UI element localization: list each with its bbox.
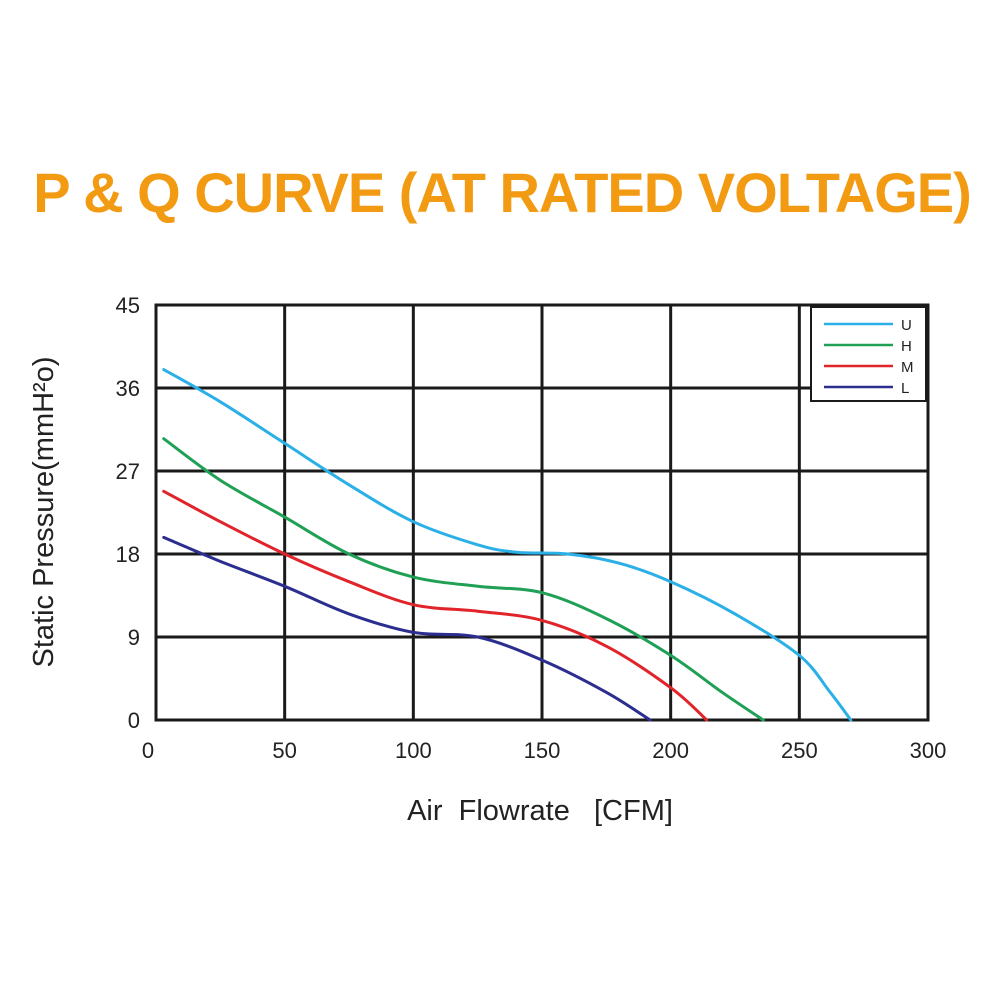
- y-tick-label: 0: [128, 708, 140, 733]
- x-axis-label: Air Flowrate [CFM]: [407, 795, 673, 827]
- y-tick-labels: 0 9 18 27 36 45: [116, 293, 140, 733]
- x-tick-label: 250: [781, 738, 818, 763]
- legend-label-h: H: [901, 338, 912, 355]
- x-tick-label: 0: [142, 738, 154, 763]
- y-tick-label: 18: [116, 542, 140, 567]
- y-axis-label: Static Pressure(mmH²o): [28, 357, 60, 668]
- y-tick-label: 45: [116, 293, 140, 318]
- legend-label-m: M: [901, 359, 914, 376]
- series-line-h: [162, 437, 765, 722]
- chart-title: P & Q CURVE (AT RATED VOLTAGE): [33, 161, 972, 224]
- series-line-u: [162, 368, 853, 722]
- legend-box: [810, 306, 927, 402]
- x-tick-label: 300: [910, 738, 947, 763]
- legend-label-l: L: [901, 380, 909, 397]
- x-tick-label: 100: [395, 738, 432, 763]
- y-tick-label: 9: [128, 625, 140, 650]
- series-lines: [162, 368, 853, 722]
- series-line-l: [162, 535, 652, 722]
- legend-label-u: U: [901, 317, 912, 334]
- series-line-m: [162, 489, 709, 722]
- y-tick-label: 27: [116, 459, 140, 484]
- grid: [154, 303, 930, 722]
- x-tick-labels: 0 50 100 150 200 250 300: [142, 738, 946, 763]
- x-tick-label: 200: [652, 738, 689, 763]
- x-tick-label: 50: [272, 738, 296, 763]
- x-tick-label: 150: [524, 738, 561, 763]
- y-tick-label: 36: [116, 376, 140, 401]
